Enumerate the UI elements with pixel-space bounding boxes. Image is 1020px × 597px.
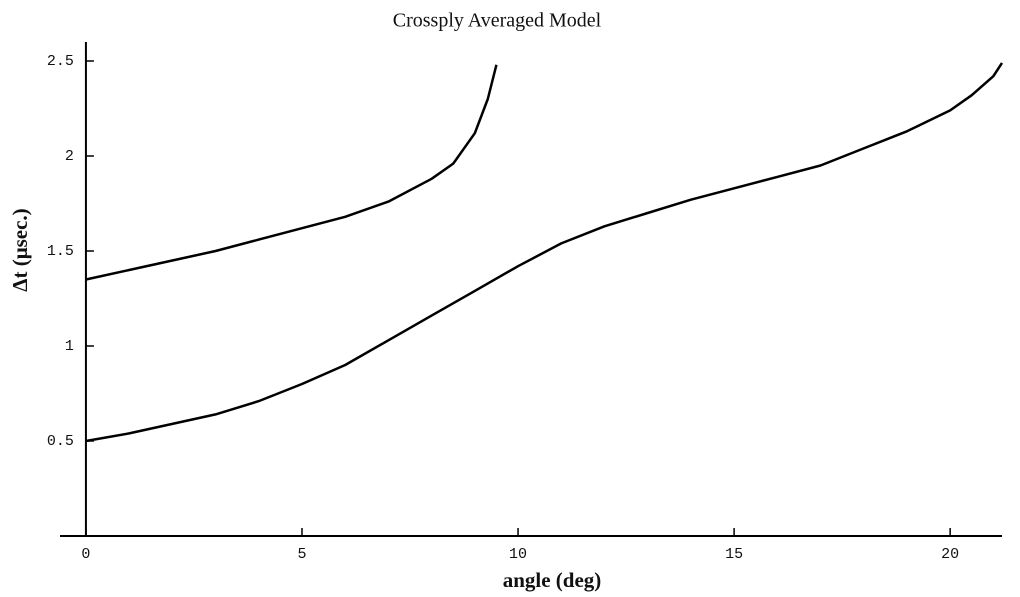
x-tick-label: 5 [297,546,306,563]
x-tick-label: 10 [509,546,527,563]
x-tick-label: 15 [725,546,743,563]
y-axis-label: Δt (μsec.) [8,208,32,291]
x-tick-label: 20 [941,546,959,563]
chart-title: Crossply Averaged Model [393,10,602,32]
line [85,62,1004,443]
y-tick-label: 2 [65,148,74,165]
y-tick-label: 0.5 [47,433,74,450]
x-tick-label: 0 [81,546,90,563]
y-tick-label: 1 [65,338,74,355]
y-tick-label: 1.5 [47,243,74,260]
y-tick-label: 2.5 [47,53,74,70]
line [85,64,498,281]
x-axis-label: angle (deg) [503,568,602,592]
